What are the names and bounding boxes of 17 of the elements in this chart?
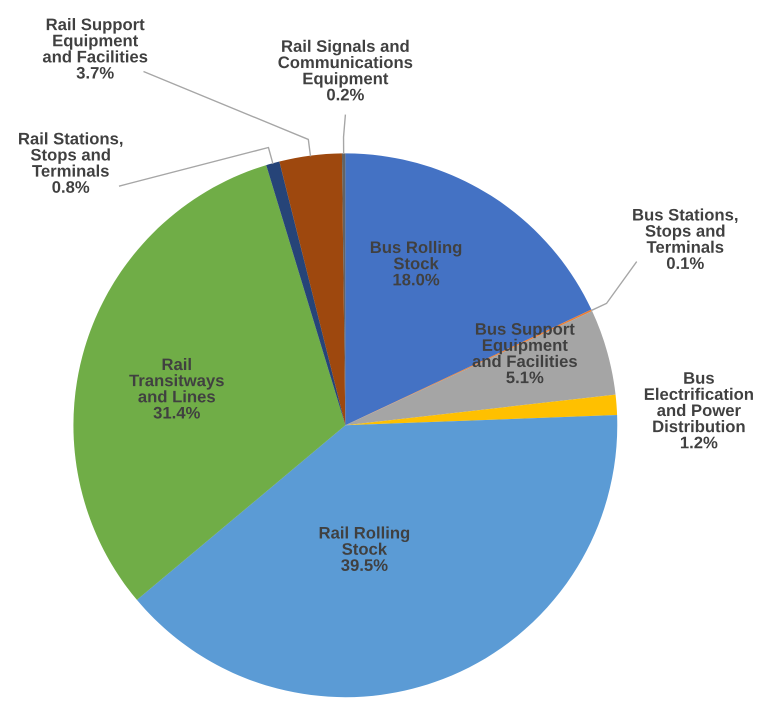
slice-label: Rail Transitways and Lines [129,358,224,402]
data-label: 3.7% [76,66,114,79]
slice-label: Bus Stations, Stops and Terminals [633,208,738,253]
data-label: 5.1% [506,372,544,384]
data-label: 31.4% [154,406,200,419]
data-label: 18.0% [393,274,440,286]
slice-label: Bus Electrification and Power Distribution [644,372,753,432]
slice-label: Rail Stations, Stops and Terminals [19,132,122,177]
data-label: 0.2% [327,88,364,100]
slice-label: Rail Rolling Stock [320,526,410,555]
slice-label: Rail Support Equipment and Facilities [42,18,148,63]
data-label: 39.5% [341,559,388,572]
slice-label: Rail Signals and Communications Equipment [278,40,412,88]
data-label: 0.1% [666,257,704,270]
data-label: 1.2% [680,436,718,448]
data-label: 0.8% [52,181,90,193]
slice-label: Bus Rolling Stock [370,240,462,270]
